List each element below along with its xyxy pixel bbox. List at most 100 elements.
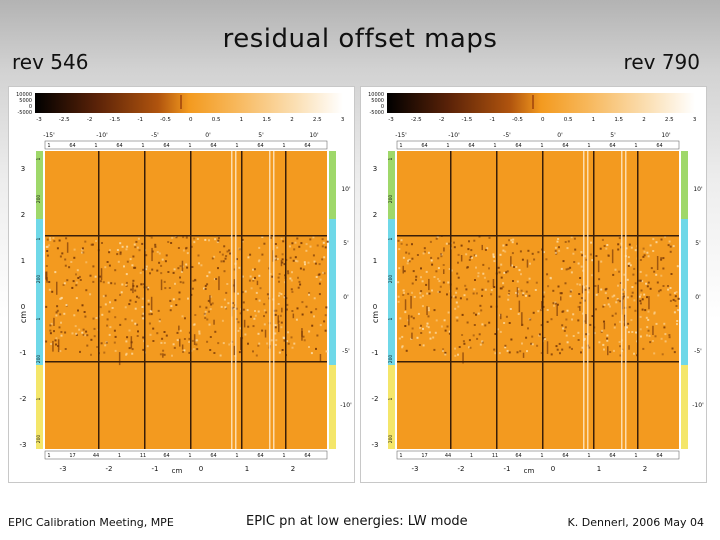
noise-pixel [229, 252, 231, 255]
noise-pixel [577, 305, 580, 308]
noise-pixel [241, 238, 244, 241]
noise-streak [213, 319, 215, 325]
noise-pixel [160, 264, 163, 267]
ccd-top-number: 64 [163, 143, 169, 149]
noise-pixel [134, 246, 137, 249]
noise-pixel [437, 267, 440, 270]
noise-pixel [119, 242, 122, 245]
noise-pixel [519, 250, 522, 253]
noise-pixel [182, 281, 185, 284]
noise-pixel [526, 281, 529, 284]
noise-pixel [184, 317, 186, 320]
noise-streak [46, 277, 48, 283]
noise-pixel [675, 291, 678, 294]
noise-streak [556, 305, 558, 316]
noise-pixel [398, 337, 401, 340]
noise-pixel [109, 249, 111, 252]
offset-map-rev-790: 10000 5000 0 -5000 -3 -2.5 -2 -1.5 -1 -0.5 0 0.5 1 1.… [360, 86, 707, 483]
noise-pixel [309, 238, 312, 241]
cm-left-tick: 0 [373, 303, 377, 311]
noise-pixel [660, 258, 663, 261]
cm-bottom-tick: 0 [551, 465, 555, 473]
noise-pixel [639, 259, 642, 261]
noise-streak [100, 268, 103, 280]
noise-pixel [512, 280, 514, 282]
noise-pixel [662, 285, 665, 287]
noise-pixel [214, 330, 217, 333]
noise-pixel [627, 256, 630, 259]
noise-pixel [75, 281, 78, 284]
noise-pixel [182, 249, 185, 252]
noise-pixel [673, 351, 676, 354]
cm-bottom-tick: -3 [412, 465, 419, 473]
noise-pixel [677, 309, 680, 312]
noise-streak [516, 287, 519, 298]
noise-pixel [60, 321, 62, 324]
noise-pixel [445, 242, 448, 245]
noise-pixel [316, 334, 319, 337]
noise-pixel [662, 267, 665, 270]
noise-pixel [169, 299, 172, 302]
noise-pixel [556, 240, 559, 243]
noise-pixel [500, 276, 503, 279]
noise-pixel [667, 285, 669, 287]
noise-pixel [198, 332, 201, 335]
noise-pixel [233, 268, 236, 271]
cm-left-tick: 2 [21, 211, 25, 219]
noise-pixel [615, 301, 618, 304]
noise-pixel [490, 305, 493, 308]
noise-pixel [401, 335, 404, 338]
noise-pixel [473, 254, 476, 257]
ccd-top-number: 1 [540, 143, 543, 149]
noise-pixel [222, 260, 225, 263]
noise-pixel [282, 240, 285, 243]
noise-pixel [430, 256, 433, 259]
noise-pixel [75, 273, 77, 276]
noise-pixel [124, 318, 127, 321]
noise-pixel [444, 351, 447, 354]
noise-pixel [430, 259, 433, 262]
noise-pixel [473, 288, 476, 291]
noise-pixel [486, 247, 489, 250]
ccd-top-strip [396, 140, 680, 150]
noise-streak [46, 271, 48, 281]
ccd-bottom-number: 64 [257, 453, 263, 459]
noise-pixel [136, 246, 139, 249]
noise-pixel [420, 290, 423, 293]
noise-streak [521, 312, 523, 326]
noise-pixel [614, 312, 617, 315]
noise-pixel [481, 294, 483, 297]
noise-pixel [433, 309, 436, 312]
ccd-bottom-number: 11 [492, 453, 498, 459]
noise-pixel [652, 250, 655, 252]
noise-pixel [205, 306, 208, 309]
ccd-side-strip-left [36, 219, 43, 365]
noise-pixel [171, 236, 174, 239]
noise-pixel [154, 245, 157, 248]
noise-pixel [609, 305, 611, 308]
noise-pixel [454, 307, 457, 310]
noise-pixel [258, 342, 261, 345]
noise-pixel [475, 254, 478, 257]
noise-pixel [516, 280, 519, 283]
noise-pixel [617, 284, 619, 287]
noise-pixel [252, 268, 254, 271]
noise-pixel [427, 315, 430, 318]
ccd-boundary [285, 151, 287, 449]
noise-pixel [244, 290, 247, 293]
noise-pixel [250, 287, 253, 290]
noise-pixel [132, 279, 135, 282]
noise-pixel [303, 339, 306, 342]
noise-pixel [427, 307, 430, 310]
noise-pixel [254, 314, 257, 317]
noise-pixel [419, 296, 422, 299]
colorbar-tick-label: -1 [489, 117, 494, 123]
noise-pixel [454, 296, 457, 299]
noise-pixel [397, 239, 400, 242]
noise-pixel [213, 278, 216, 281]
noise-pixel [269, 273, 272, 276]
arcmin-top-tick: -5' [503, 132, 511, 139]
noise-pixel [171, 354, 173, 357]
noise-streak [597, 260, 600, 273]
noise-pixel [257, 344, 260, 347]
